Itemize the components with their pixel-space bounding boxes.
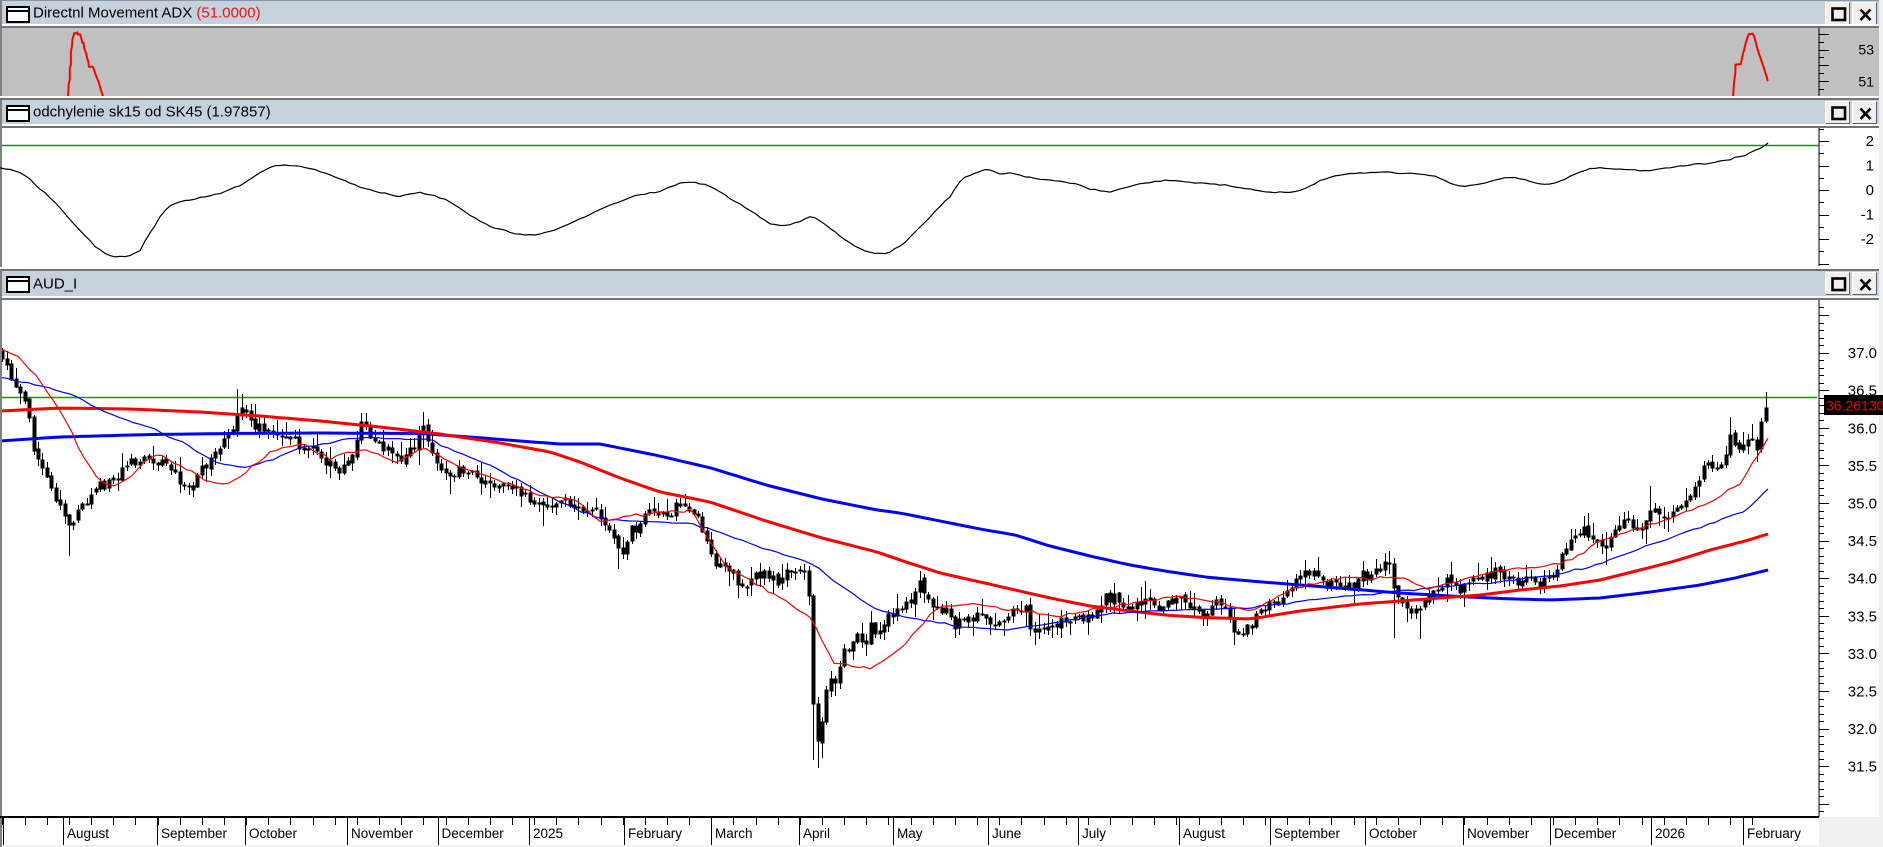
svg-text:February: February [1747,826,1801,841]
svg-text:August: August [67,826,109,841]
svg-text:July: July [1082,826,1106,841]
svg-text:31.5: 31.5 [1848,759,1877,776]
svg-text:October: October [1369,826,1418,841]
svg-text:0: 0 [1866,182,1874,199]
svg-text:35.5: 35.5 [1848,458,1877,475]
svg-text:June: June [992,826,1021,841]
svg-text:-2: -2 [1861,231,1874,248]
svg-text:37.0: 37.0 [1848,345,1877,362]
svg-text:32.0: 32.0 [1848,721,1877,738]
svg-text:2: 2 [1866,133,1874,150]
svg-text:36.0: 36.0 [1848,420,1877,437]
svg-text:December: December [1554,826,1617,841]
svg-text:May: May [897,826,923,841]
svg-text:53: 53 [1858,42,1874,58]
svg-text:September: September [161,826,228,841]
svg-text:December: December [442,826,505,841]
svg-text:April: April [803,826,830,841]
svg-text:November: November [351,826,414,841]
svg-text:36.26130: 36.26130 [1826,398,1883,414]
svg-text:32.5: 32.5 [1848,684,1877,701]
svg-text:February: February [628,826,682,841]
svg-text:35.0: 35.0 [1848,496,1877,513]
svg-text:34.0: 34.0 [1848,571,1877,588]
svg-text:1: 1 [1866,158,1874,175]
svg-text:March: March [715,826,753,841]
svg-text:33.0: 33.0 [1848,646,1877,663]
svg-text:August: August [1183,826,1225,841]
svg-text:-1: -1 [1861,207,1874,224]
svg-text:51: 51 [1858,74,1874,90]
svg-text:2026: 2026 [1655,826,1685,841]
svg-text:2025: 2025 [533,826,563,841]
svg-text:November: November [1467,826,1530,841]
svg-text:33.5: 33.5 [1848,608,1877,625]
svg-text:October: October [249,826,298,841]
svg-text:September: September [1274,826,1341,841]
svg-text:34.5: 34.5 [1848,533,1877,550]
